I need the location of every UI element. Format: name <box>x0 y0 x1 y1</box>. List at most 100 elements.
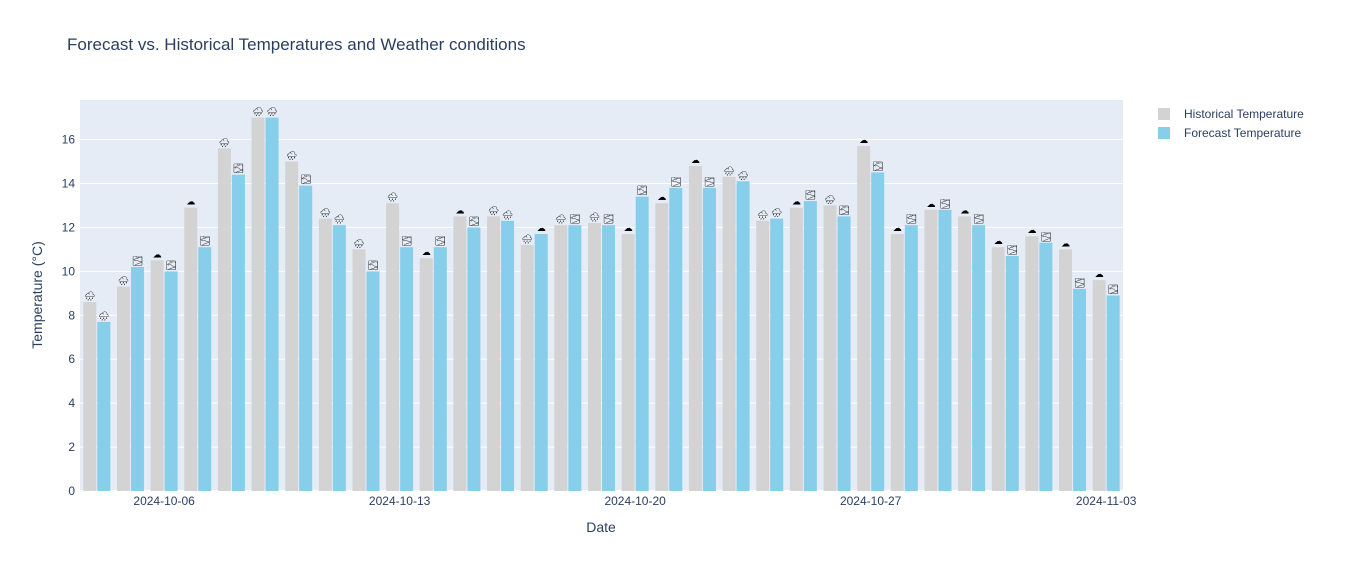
historical-bar[interactable] <box>789 207 803 491</box>
forecast-bar[interactable] <box>97 321 111 491</box>
weather-condition-icon: 🌫 <box>973 214 984 224</box>
x-tick-label: 2024-10-27 <box>840 494 902 508</box>
forecast-bar[interactable] <box>972 225 986 491</box>
forecast-bar[interactable] <box>400 247 414 491</box>
forecast-bar[interactable] <box>1005 255 1019 491</box>
historical-bar[interactable] <box>1059 249 1073 491</box>
historical-bar[interactable] <box>318 218 332 491</box>
historical-bar[interactable] <box>958 216 972 492</box>
x-tick-label: 2024-10-13 <box>369 494 431 508</box>
historical-bar[interactable] <box>621 233 635 491</box>
forecast-bar[interactable] <box>534 233 548 491</box>
forecast-bar[interactable] <box>467 227 481 492</box>
historical-bar[interactable] <box>352 249 366 491</box>
historical-bar[interactable] <box>991 247 1005 491</box>
forecast-bar[interactable] <box>602 225 615 491</box>
weather-condition-icon: 🌫 <box>838 205 849 215</box>
forecast-bar[interactable] <box>635 196 649 492</box>
y-tick-label: 0 <box>68 484 75 498</box>
forecast-bar[interactable] <box>198 247 212 491</box>
forecast-bar[interactable] <box>231 174 245 491</box>
weather-condition-icon: 🌫 <box>805 190 816 200</box>
forecast-bar[interactable] <box>265 117 279 492</box>
legend-swatch[interactable] <box>1158 127 1170 139</box>
historical-bar[interactable] <box>655 203 669 491</box>
weather-condition-icon: 🌫 <box>468 216 479 226</box>
historical-bar[interactable] <box>285 161 299 491</box>
weather-condition-icon: 🌧 <box>757 210 768 220</box>
historical-bar[interactable] <box>554 225 568 491</box>
historical-bar[interactable] <box>857 146 871 491</box>
weather-condition-icon: 🌧 <box>219 137 230 147</box>
historical-bar[interactable] <box>756 220 770 491</box>
chart-title: Forecast vs. Historical Temperatures and… <box>67 35 526 54</box>
historical-bar[interactable] <box>520 244 534 491</box>
weather-condition-icon: 🌧 <box>252 107 263 117</box>
weather-condition-icon: 🌫 <box>569 214 580 224</box>
historical-bar[interactable] <box>83 302 97 491</box>
weather-condition-icon: 🌧 <box>266 107 277 117</box>
historical-bar[interactable] <box>251 117 265 492</box>
forecast-bar[interactable] <box>366 271 380 491</box>
historical-bar[interactable] <box>419 258 433 491</box>
weather-condition-icon: ☁ <box>859 135 868 145</box>
weather-condition-icon: ☁ <box>624 223 633 233</box>
historical-bar[interactable] <box>588 223 601 491</box>
historical-bar[interactable] <box>116 286 130 491</box>
y-tick-label: 6 <box>68 352 75 366</box>
historical-bar[interactable] <box>184 207 198 491</box>
forecast-bar[interactable] <box>938 209 952 491</box>
forecast-bar[interactable] <box>803 201 817 492</box>
historical-bar[interactable] <box>924 209 938 491</box>
forecast-bar[interactable] <box>736 181 750 492</box>
weather-condition-icon: 🌫 <box>435 236 446 246</box>
legend-swatch[interactable] <box>1158 108 1170 120</box>
historical-bar[interactable] <box>1092 280 1106 491</box>
historical-bar[interactable] <box>823 205 837 491</box>
forecast-bar[interactable] <box>568 225 582 491</box>
weather-condition-icon: ☁ <box>1027 225 1036 235</box>
forecast-bar[interactable] <box>770 218 784 491</box>
forecast-bar[interactable] <box>837 216 851 492</box>
historical-bar[interactable] <box>688 165 702 492</box>
forecast-bar[interactable] <box>501 220 515 491</box>
historical-bar[interactable] <box>453 216 467 492</box>
forecast-bar[interactable] <box>164 271 178 491</box>
weather-condition-icon: ☁ <box>994 236 1003 246</box>
historical-bar[interactable] <box>722 176 736 491</box>
weather-condition-icon: 🌫 <box>1074 278 1085 288</box>
forecast-bar[interactable] <box>1073 288 1087 491</box>
weather-condition-icon: 🌫 <box>603 214 614 224</box>
weather-condition-icon: 🌫 <box>199 236 210 246</box>
forecast-bar[interactable] <box>904 225 918 491</box>
forecast-bar[interactable] <box>433 247 447 491</box>
weather-condition-icon: ☁ <box>657 192 666 202</box>
historical-bar[interactable] <box>487 216 501 492</box>
weather-condition-icon: 🌧 <box>737 170 748 180</box>
legend-label[interactable]: Historical Temperature <box>1184 107 1304 121</box>
historical-bar[interactable] <box>386 203 400 491</box>
forecast-bar[interactable] <box>299 185 313 492</box>
forecast-bar[interactable] <box>702 187 716 491</box>
legend-label[interactable]: Forecast Temperature <box>1184 126 1301 140</box>
historical-bar[interactable] <box>150 260 164 491</box>
weather-condition-icon: 🌧 <box>118 276 129 286</box>
weather-condition-icon: 🌫 <box>1107 285 1118 295</box>
x-tick-label: 2024-10-20 <box>604 494 666 508</box>
forecast-bar[interactable] <box>332 225 346 491</box>
forecast-bar[interactable] <box>669 187 683 491</box>
forecast-bar[interactable] <box>1039 242 1053 491</box>
historical-bar[interactable] <box>890 233 904 491</box>
weather-condition-icon: 🌧 <box>555 214 566 224</box>
historical-bar[interactable] <box>217 148 231 491</box>
x-axis-title: Date <box>586 519 616 535</box>
historical-bar[interactable] <box>1025 236 1039 491</box>
forecast-bar[interactable] <box>130 266 144 491</box>
weather-condition-icon: ☁ <box>455 205 464 215</box>
y-tick-label: 16 <box>62 133 76 147</box>
forecast-bar[interactable] <box>871 172 885 491</box>
weather-condition-icon: 🌧 <box>824 194 835 204</box>
legend[interactable]: Historical Temperature Forecast Temperatu… <box>1158 107 1304 140</box>
forecast-bar[interactable] <box>1106 295 1120 492</box>
weather-condition-icon: 🌧 <box>771 208 782 218</box>
